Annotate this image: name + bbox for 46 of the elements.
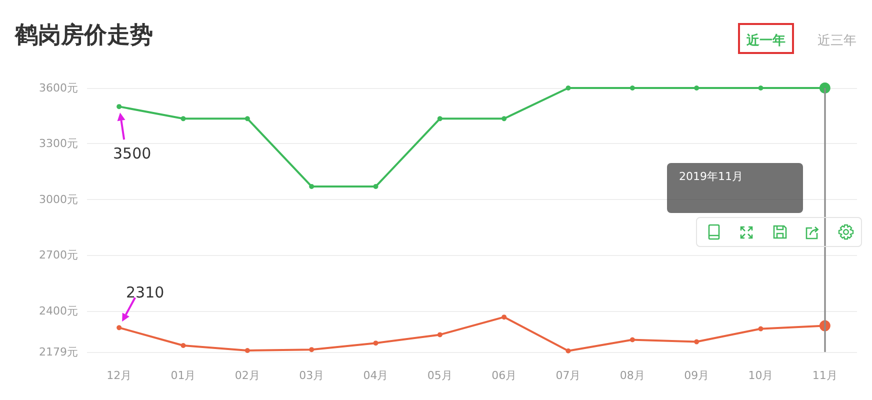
point <box>180 343 186 348</box>
x-tick-label: 02月 <box>234 369 260 382</box>
x-tick-label: 12月 <box>106 369 132 382</box>
point <box>502 116 507 122</box>
point <box>630 86 635 90</box>
annotation: 2019年11月 <box>679 170 743 183</box>
x-tick-label: 09月 <box>684 369 710 382</box>
point <box>180 116 186 122</box>
text: 近三年 <box>818 34 856 48</box>
point <box>244 348 250 354</box>
x-tick-label: 05月 <box>427 369 452 382</box>
x-tick-label: 03月 <box>299 369 324 382</box>
y-tick-label: 2700元 <box>39 248 78 262</box>
point <box>437 116 442 122</box>
point <box>373 184 378 189</box>
point <box>309 184 314 189</box>
point <box>630 337 635 342</box>
point <box>502 314 507 320</box>
y-tick-label: 2400元 <box>39 304 78 318</box>
point <box>244 116 250 122</box>
y-tick-label: 3600元 <box>39 82 78 94</box>
data-label: 2310 <box>126 284 164 302</box>
y-tick-label: 3000元 <box>39 192 78 206</box>
point <box>116 104 122 110</box>
chart-title: 鹤岗房价走势 <box>14 22 153 48</box>
x-tick-label: 06月 <box>492 369 517 382</box>
text: 近一年 <box>746 32 786 48</box>
point <box>694 339 700 344</box>
point <box>566 348 571 354</box>
data-label: 3500 <box>112 144 152 163</box>
x-tick-label: 07月 <box>556 369 581 382</box>
point <box>373 340 378 346</box>
x-tick-label: 01月 <box>170 369 196 382</box>
point <box>694 86 700 90</box>
point <box>566 86 571 90</box>
point <box>437 332 442 338</box>
x-tick-label: 11月 <box>812 369 838 382</box>
y-tick-label: 2179元 <box>39 346 78 358</box>
point <box>309 347 314 352</box>
point <box>758 86 764 90</box>
x-tick-label: 08月 <box>620 369 645 382</box>
x-tick-label: 10月 <box>748 369 774 382</box>
y-tick-label: 3300元 <box>39 137 78 150</box>
x-tick-label: 04月 <box>363 369 388 382</box>
point <box>116 325 122 330</box>
point <box>758 326 764 332</box>
